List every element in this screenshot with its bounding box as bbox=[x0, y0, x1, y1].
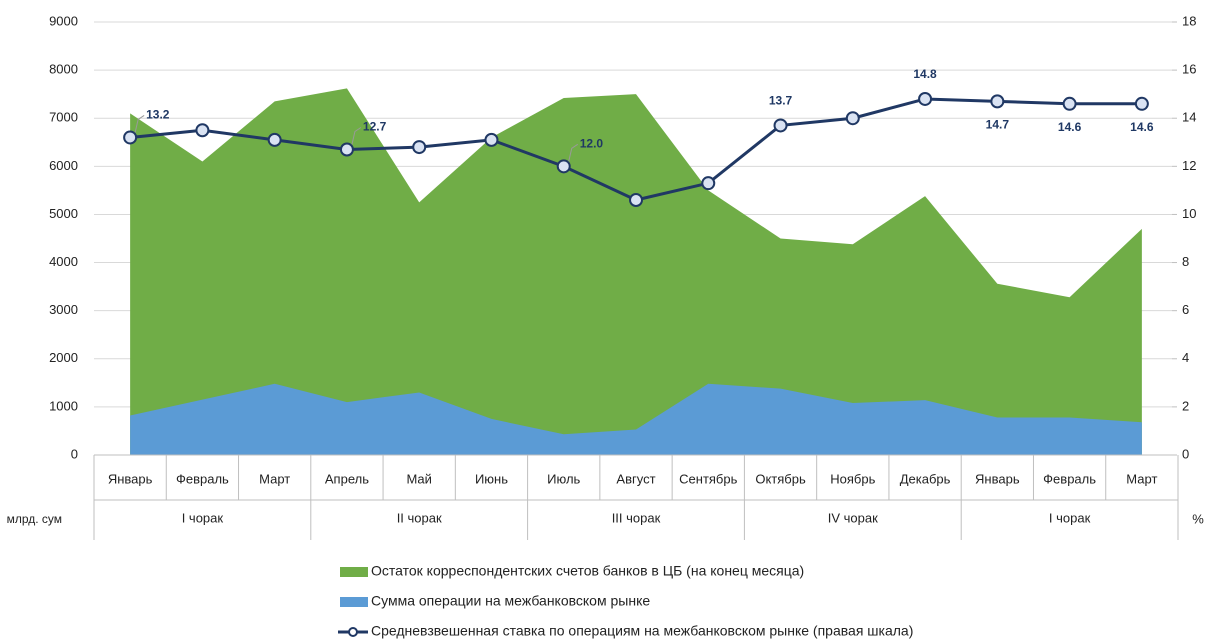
value-label: 14.6 bbox=[1058, 120, 1082, 134]
y2-tick-label: 16 bbox=[1182, 62, 1196, 77]
y-tick-label: 1000 bbox=[49, 398, 78, 413]
y-tick-label: 6000 bbox=[49, 158, 78, 173]
y2-tick-label: 6 bbox=[1182, 302, 1189, 317]
y2-tick-label: 14 bbox=[1182, 110, 1196, 125]
legend-label: Средневзвешенная ставка по операциям на … bbox=[371, 623, 913, 639]
legend-swatch bbox=[340, 597, 368, 607]
legend-label: Остаток корреспондентских счетов банков … bbox=[371, 563, 804, 579]
group-label: I чорак bbox=[182, 510, 224, 525]
line-point bbox=[990, 94, 1005, 109]
value-label: 12.7 bbox=[363, 120, 387, 134]
x-tick-label: Февраль bbox=[176, 471, 229, 486]
y-unit: млрд. сум bbox=[7, 512, 62, 526]
value-label: 14.8 bbox=[913, 67, 937, 81]
y-tick-label: 8000 bbox=[49, 62, 78, 77]
legend-label: Сумма операции на межбанковском рынке bbox=[371, 593, 650, 609]
x-tick-label: Август bbox=[616, 471, 655, 486]
y2-tick-label: 2 bbox=[1182, 398, 1189, 413]
value-label: 12.0 bbox=[580, 137, 604, 151]
line-point bbox=[123, 130, 138, 145]
y-tick-label: 2000 bbox=[49, 350, 78, 365]
value-label: 13.2 bbox=[146, 108, 170, 122]
y-tick-label: 0 bbox=[71, 446, 78, 461]
y2-tick-label: 10 bbox=[1182, 206, 1196, 221]
line-point bbox=[1134, 96, 1149, 111]
group-label: IV чорак bbox=[828, 510, 878, 525]
x-tick-label: Март bbox=[1126, 471, 1157, 486]
x-tick-label: Февраль bbox=[1043, 471, 1096, 486]
line-point bbox=[918, 91, 933, 106]
x-tick-label: Июль bbox=[547, 471, 580, 486]
x-tick-label: Декабрь bbox=[900, 471, 951, 486]
line-point bbox=[267, 132, 282, 147]
value-label: 14.7 bbox=[986, 118, 1010, 132]
line-point bbox=[339, 142, 354, 157]
y-tick-label: 3000 bbox=[49, 302, 78, 317]
x-tick-label: Январь bbox=[975, 471, 1020, 486]
x-tick-label: Ноябрь bbox=[830, 471, 875, 486]
line-point bbox=[1062, 96, 1077, 111]
x-tick-label: Сентябрь bbox=[679, 471, 737, 486]
area bbox=[130, 88, 1142, 455]
line-point bbox=[412, 140, 427, 155]
group-label: II чорак bbox=[397, 510, 442, 525]
leader-line bbox=[568, 143, 579, 162]
x-tick-label: Май bbox=[406, 471, 431, 486]
line-point bbox=[195, 123, 210, 138]
y2-tick-label: 0 bbox=[1182, 446, 1189, 461]
x-tick-label: Март bbox=[259, 471, 290, 486]
line-point bbox=[845, 111, 860, 126]
leader-line bbox=[351, 127, 362, 145]
y2-tick-label: 18 bbox=[1182, 13, 1196, 28]
y2-tick-label: 8 bbox=[1182, 254, 1189, 269]
area bbox=[130, 383, 1142, 455]
legend-marker bbox=[348, 627, 358, 637]
y-tick-label: 4000 bbox=[49, 254, 78, 269]
x-tick-label: Апрель bbox=[325, 471, 369, 486]
y2-tick-label: 12 bbox=[1182, 158, 1196, 173]
value-label: 14.6 bbox=[1130, 120, 1154, 134]
leader-line bbox=[134, 115, 145, 133]
value-label: 13.7 bbox=[769, 94, 793, 108]
y-tick-label: 5000 bbox=[49, 206, 78, 221]
line-point bbox=[556, 159, 571, 174]
group-label: I чорак bbox=[1049, 510, 1091, 525]
line-point bbox=[629, 193, 643, 208]
line-point bbox=[773, 118, 788, 133]
y-tick-label: 9000 bbox=[49, 13, 78, 28]
x-tick-label: Январь bbox=[108, 471, 153, 486]
x-tick-label: Июнь bbox=[475, 471, 508, 486]
y2-tick-label: 4 bbox=[1182, 350, 1189, 365]
line-point bbox=[484, 132, 499, 147]
y2-unit: % bbox=[1192, 511, 1204, 526]
group-label: III чорак bbox=[612, 510, 661, 525]
legend-swatch bbox=[340, 567, 368, 577]
y-tick-label: 7000 bbox=[49, 110, 78, 125]
x-tick-label: Октябрь bbox=[755, 471, 806, 486]
line-point bbox=[701, 176, 716, 191]
